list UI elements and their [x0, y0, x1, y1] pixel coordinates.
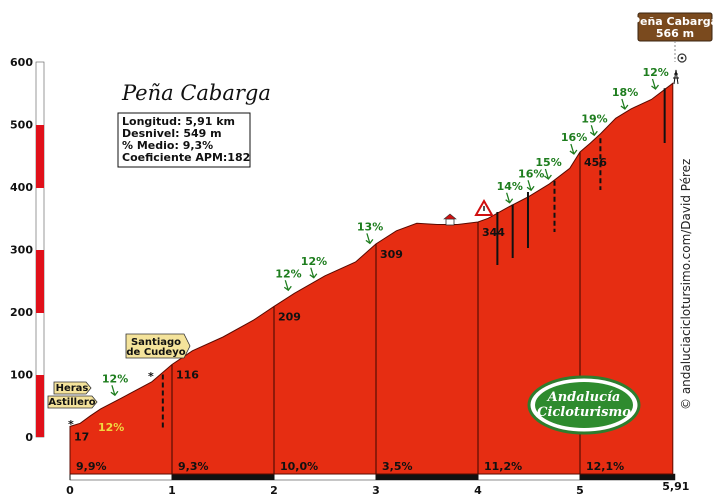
slope-arrow-icon [526, 180, 535, 192]
slope-annotation-label: 12% [301, 255, 327, 268]
place-santiago: Santiago de Cudeyo [125, 333, 191, 359]
km-altitude-label: 116 [176, 369, 199, 382]
y-axis-band-red [36, 375, 44, 437]
km-altitude-label: 309 [380, 248, 403, 261]
start-slope-label: 12% [98, 421, 124, 434]
y-axis: 0 100 200 300 400 500 600 [10, 56, 45, 444]
x-tick-label: 1 [168, 484, 176, 497]
x-tick-label: 2 [270, 484, 278, 497]
summit-name: Peña Cabarga [632, 15, 718, 28]
slope-arrow-icon [544, 168, 552, 180]
stat-medio: % Medio: 9,3% [122, 139, 213, 152]
warning-sign-icon [474, 198, 494, 216]
place-heras-label: Heras [56, 383, 89, 394]
slope-annotation-label: 19% [581, 112, 607, 125]
logo-badge: Andalucía Cicloturismo [527, 375, 641, 435]
km-altitude-label: 456 [584, 156, 607, 169]
y-axis-band-red [36, 125, 44, 188]
place-heras: Heras [53, 381, 92, 395]
place-santiago-line2: de Cudeyo [126, 347, 185, 358]
stat-longitud: Longitud: 5,91 km [122, 115, 235, 128]
x-axis-band-dark [172, 474, 274, 480]
km-altitude-label: 17 [74, 430, 89, 443]
segment-gradient-label: 3,5% [382, 460, 413, 473]
x-axis: 0 1 2 3 4 5 5,91 [66, 473, 689, 497]
y-tick-label: 500 [10, 119, 33, 132]
slope-annotation-label: 14% [497, 180, 523, 193]
segment-gradient-label: 11,2% [484, 460, 522, 473]
y-tick-label: 600 [10, 56, 33, 69]
y-tick-label: 400 [10, 181, 33, 194]
antenna-icon [673, 69, 679, 85]
logo-line2: Cicloturismo [537, 405, 631, 420]
slope-annotation-label: 15% [535, 156, 561, 169]
y-tick-label: 0 [25, 431, 33, 444]
place-astillero: Astillero [47, 395, 98, 409]
slope-annotation-label: 16% [561, 131, 587, 144]
slope-annotation-label: 16% [518, 167, 544, 180]
stats-box: Longitud: 5,91 km Desnivel: 549 m % Medi… [117, 112, 251, 168]
slope-arrow-icon [569, 143, 578, 155]
slope-arrow-icon [365, 233, 374, 245]
x-tick-label: 0 [66, 484, 74, 497]
chart-title: Peña Cabarga [121, 81, 271, 105]
segment-gradient-label: 9,3% [178, 460, 209, 473]
segment-gradient-label: 12,1% [586, 460, 624, 473]
slope-annotation-label: 13% [357, 220, 383, 233]
place-santiago-line1: Santiago [131, 337, 181, 348]
y-tick-label: 300 [10, 244, 33, 257]
km-altitude-label: 344 [482, 226, 505, 239]
slope-annotation-label: 12% [275, 267, 301, 280]
slope-arrow-icon [505, 192, 514, 204]
logo-line1: Andalucía [546, 390, 621, 405]
segment-gradient-label: 10,0% [280, 460, 318, 473]
slope-annotation-label: 18% [612, 86, 638, 99]
slope-arrow-icon [110, 385, 119, 397]
slope-arrow-icon [589, 125, 598, 137]
santiago-star-icon: * [148, 370, 154, 383]
slope-annotation-label: 12% [102, 372, 128, 385]
x-tick-label: 3 [372, 484, 380, 497]
side-credit: © andaluciaciclotursimo.com/David Pérez [679, 159, 693, 410]
summit-target-icon [677, 53, 687, 63]
segment-gradient-label: 9,9% [76, 460, 107, 473]
x-end-label: 5,91 [662, 480, 689, 493]
x-tick-label: 4 [474, 484, 482, 497]
slope-arrow-icon [620, 98, 629, 110]
start-star-icon: * [68, 418, 74, 431]
stat-desnivel: Desnivel: 549 m [122, 127, 222, 140]
summit-badge: Peña Cabarga 566 m [632, 12, 718, 85]
slope-annotation-label: 12% [643, 66, 669, 79]
km-altitude-label: 209 [278, 310, 301, 323]
y-tick-label: 200 [10, 306, 33, 319]
stat-coeficiente: Coeficiente APM:182 [122, 151, 250, 164]
slope-arrow-icon [283, 280, 292, 292]
x-axis-band-dark [580, 474, 675, 480]
x-tick-label: 5 [576, 484, 584, 497]
summit-altitude: 566 m [656, 27, 694, 40]
x-axis-band-dark [376, 474, 478, 480]
y-tick-label: 100 [10, 369, 33, 382]
y-axis-band-red [36, 250, 44, 313]
slope-arrow-icon [309, 267, 318, 279]
place-astillero-label: Astillero [48, 397, 95, 408]
profile-area [69, 82, 674, 475]
slope-arrow-icon [651, 78, 660, 90]
house-icon [443, 213, 457, 226]
